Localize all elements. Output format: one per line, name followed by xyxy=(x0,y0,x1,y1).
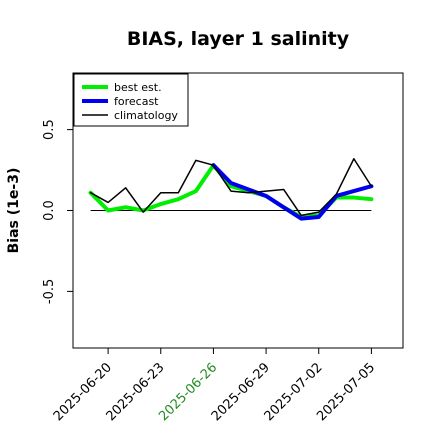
legend-label-climatology: climatology xyxy=(114,109,178,122)
y-tick-label: 0.5 xyxy=(42,119,57,140)
y-axis-label: Bias (1e-3) xyxy=(6,168,22,254)
y-tick-label: -0.5 xyxy=(42,279,57,304)
legend-label-forecast: forecast xyxy=(114,95,159,108)
series-line-forecast xyxy=(211,163,374,221)
chart-title: BIAS, layer 1 salinity xyxy=(127,28,350,50)
y-tick-label: 0.0 xyxy=(42,200,57,221)
legend-label-best-est: best est. xyxy=(114,81,162,94)
series-line-climatology xyxy=(89,157,373,217)
